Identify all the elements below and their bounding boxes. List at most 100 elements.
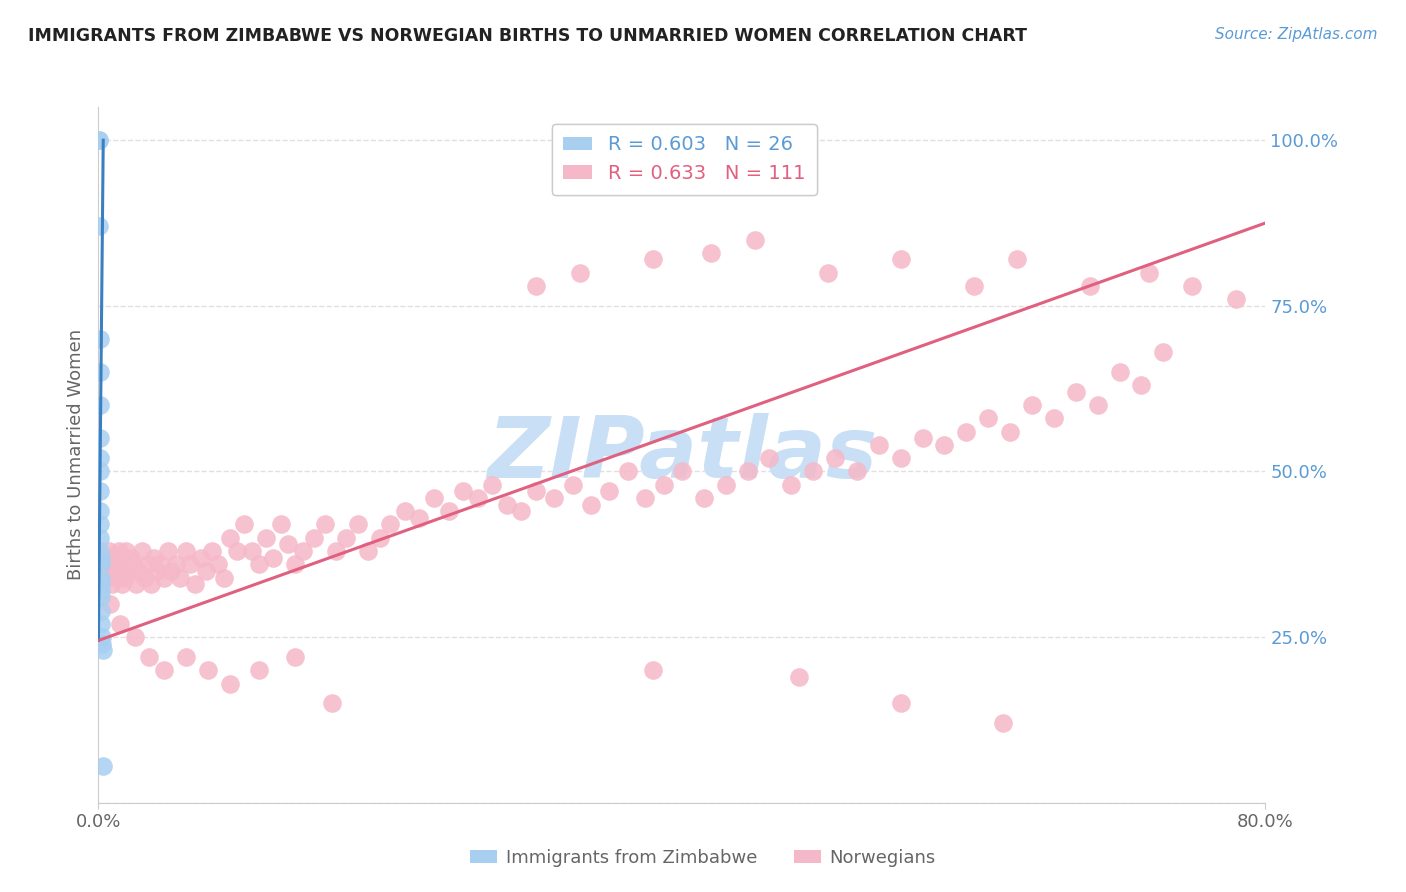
Point: [737, 465, 759, 479]
Point: [115, 544, 138, 558]
Text: IMMIGRANTS FROM ZIMBABWE VS NORWEGIAN BIRTHS TO UNMARRIED WOMEN CORRELATION CHAR: IMMIGRANTS FROM ZIMBABWE VS NORWEGIAN BI…: [28, 27, 1028, 45]
Point: [89, 517, 111, 532]
Point: [291, 544, 314, 558]
Point: [524, 484, 547, 499]
Point: [277, 537, 299, 551]
Point: [117, 564, 139, 578]
Point: [124, 630, 146, 644]
Point: [112, 558, 135, 572]
Text: Source: ZipAtlas.com: Source: ZipAtlas.com: [1215, 27, 1378, 42]
Point: [226, 544, 249, 558]
Point: [98, 597, 121, 611]
Point: [758, 451, 780, 466]
Point: [568, 266, 591, 280]
Point: [90, 630, 112, 644]
Point: [247, 663, 270, 677]
Point: [89, 465, 111, 479]
Point: [114, 570, 136, 584]
Point: [122, 558, 145, 572]
Point: [817, 266, 839, 280]
Point: [845, 465, 868, 479]
Point: [890, 451, 912, 466]
Point: [314, 517, 336, 532]
Point: [801, 465, 824, 479]
Point: [890, 252, 912, 267]
Point: [671, 465, 693, 479]
Point: [90, 591, 112, 605]
Point: [128, 564, 150, 578]
Point: [233, 517, 256, 532]
Point: [1007, 252, 1029, 267]
Point: [174, 650, 197, 665]
Point: [1137, 266, 1160, 280]
Point: [581, 498, 603, 512]
Point: [1225, 292, 1247, 306]
Point: [90, 604, 112, 618]
Point: [153, 663, 176, 677]
Point: [284, 650, 307, 665]
Point: [89, 531, 111, 545]
Point: [179, 558, 201, 572]
Point: [91, 643, 114, 657]
Point: [93, 558, 115, 572]
Point: [90, 616, 112, 631]
Point: [991, 716, 1014, 731]
Point: [510, 504, 533, 518]
Text: ZIPatlas: ZIPatlas: [486, 413, 877, 497]
Point: [1130, 378, 1153, 392]
Point: [357, 544, 380, 558]
Point: [134, 570, 156, 584]
Point: [240, 544, 263, 558]
Point: [495, 498, 517, 512]
Legend: Immigrants from Zimbabwe, Norwegians: Immigrants from Zimbabwe, Norwegians: [463, 842, 943, 874]
Point: [368, 531, 391, 545]
Point: [98, 558, 121, 572]
Point: [165, 558, 187, 572]
Point: [105, 570, 128, 584]
Point: [998, 425, 1021, 439]
Point: [408, 511, 430, 525]
Point: [394, 504, 416, 518]
Point: [1064, 384, 1087, 399]
Point: [96, 570, 118, 584]
Point: [89, 431, 111, 445]
Point: [321, 697, 343, 711]
Point: [304, 531, 326, 545]
Point: [561, 477, 583, 491]
Point: [183, 577, 205, 591]
Point: [103, 564, 125, 578]
Point: [89, 484, 111, 499]
Point: [97, 544, 120, 558]
Point: [218, 676, 240, 690]
Point: [1087, 398, 1109, 412]
Point: [201, 544, 224, 558]
Point: [101, 550, 124, 565]
Point: [90, 577, 112, 591]
Point: [90, 570, 112, 584]
Point: [1021, 398, 1043, 412]
Point: [169, 570, 191, 584]
Y-axis label: Births to Unmarried Women: Births to Unmarried Women: [66, 329, 84, 581]
Point: [262, 550, 284, 565]
Point: [423, 491, 446, 505]
Point: [212, 570, 235, 584]
Point: [174, 544, 197, 558]
Point: [195, 564, 218, 578]
Point: [89, 504, 111, 518]
Legend: R = 0.603   N = 26, R = 0.633   N = 111: R = 0.603 N = 26, R = 0.633 N = 111: [551, 124, 817, 194]
Point: [868, 438, 890, 452]
Point: [911, 431, 934, 445]
Point: [108, 544, 131, 558]
Point: [131, 544, 153, 558]
Point: [641, 663, 664, 677]
Point: [90, 558, 112, 572]
Point: [197, 663, 219, 677]
Point: [325, 544, 347, 558]
Point: [110, 564, 132, 578]
Point: [934, 438, 956, 452]
Point: [744, 233, 766, 247]
Point: [139, 577, 162, 591]
Point: [641, 252, 664, 267]
Point: [190, 550, 212, 565]
Point: [120, 550, 142, 565]
